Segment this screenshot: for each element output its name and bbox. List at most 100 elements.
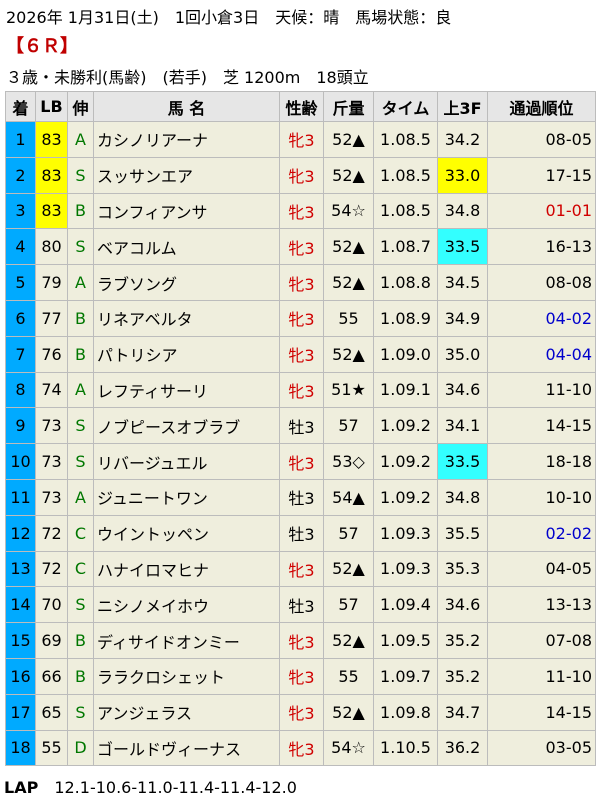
grade-cell: S <box>67 443 94 480</box>
time-cell: 1.09.8 <box>373 693 438 731</box>
grade-cell: C <box>67 514 94 552</box>
grade-cell: B <box>67 192 94 230</box>
horse-name-cell: スッサンエア <box>93 156 280 194</box>
sex-age-cell: 牝3 <box>279 192 324 230</box>
grade-cell: B <box>67 622 94 659</box>
grade-cell: S <box>67 156 94 194</box>
table-row: 12 72 C ウイントッペン 牡3 57 1.09.3 35.5 02-02 <box>5 514 596 552</box>
last3f-cell: 36.2 <box>437 729 488 767</box>
passing-order-cell: 04-04 <box>487 335 596 373</box>
lb-cell: 65 <box>35 693 68 731</box>
passing-order-cell: 08-08 <box>487 264 596 301</box>
passing-order-cell: 03-05 <box>487 729 596 767</box>
weight-cell: 52▲ <box>323 121 374 158</box>
time-cell: 1.09.2 <box>373 478 438 516</box>
grade-cell: B <box>67 335 94 373</box>
lb-cell: 83 <box>35 121 68 158</box>
time-cell: 1.09.0 <box>373 335 438 373</box>
table-row: 1 83 A カシノリアーナ 牝3 52▲ 1.08.5 34.2 08-05 <box>5 121 596 158</box>
col-header-passing-order: 通過順位 <box>487 91 596 122</box>
weight-cell: 54▲ <box>323 478 374 516</box>
weight-cell: 52▲ <box>323 550 374 588</box>
grade-cell: A <box>67 371 94 409</box>
horse-name-cell: ゴールドヴィーナス <box>93 729 280 767</box>
table-row: 14 70 S ニシノメイホウ 牡3 57 1.09.4 34.6 13-13 <box>5 586 596 624</box>
rank-cell: 2 <box>5 156 36 194</box>
last3f-cell: 34.7 <box>437 693 488 731</box>
lb-cell: 72 <box>35 514 68 552</box>
last3f-cell: 34.1 <box>437 407 488 445</box>
passing-order-cell: 14-15 <box>487 407 596 445</box>
rank-cell: 9 <box>5 407 36 445</box>
last3f-cell: 34.5 <box>437 264 488 301</box>
last3f-cell: 35.5 <box>437 514 488 552</box>
weight-cell: 57 <box>323 514 374 552</box>
lb-cell: 72 <box>35 550 68 588</box>
lb-cell: 73 <box>35 478 68 516</box>
col-header-horse-name: 馬 名 <box>93 91 280 122</box>
horse-name-cell: ハナイロマヒナ <box>93 550 280 588</box>
col-header-lb: LB <box>35 91 68 122</box>
passing-order-cell: 14-15 <box>487 693 596 731</box>
horse-name-cell: ジュニートワン <box>93 478 280 516</box>
horse-name-cell: ウイントッペン <box>93 514 280 552</box>
table-row: 2 83 S スッサンエア 牝3 52▲ 1.08.5 33.0 17-15 <box>5 156 596 194</box>
rank-cell: 10 <box>5 443 36 480</box>
last3f-cell: 33.0 <box>437 156 488 194</box>
weight-cell: 55 <box>323 657 374 695</box>
time-cell: 1.08.5 <box>373 156 438 194</box>
lap-label: LAP <box>4 778 39 797</box>
time-cell: 1.08.9 <box>373 299 438 337</box>
weight-cell: 52▲ <box>323 156 374 194</box>
rank-cell: 18 <box>5 729 36 767</box>
last3f-cell: 33.5 <box>437 228 488 266</box>
table-row: 10 73 S リバージュエル 牝3 53◇ 1.09.2 33.5 18-18 <box>5 443 596 480</box>
weight-cell: 51★ <box>323 371 374 409</box>
sex-age-cell: 牝3 <box>279 729 324 767</box>
time-cell: 1.09.2 <box>373 407 438 445</box>
sex-age-cell: 牝3 <box>279 657 324 695</box>
sex-age-cell: 牝3 <box>279 264 324 301</box>
grade-cell: D <box>67 729 94 767</box>
race-number: 【６Ｒ】 <box>6 36 78 57</box>
rank-cell: 14 <box>5 586 36 624</box>
sex-age-cell: 牝3 <box>279 121 324 158</box>
rank-cell: 4 <box>5 228 36 266</box>
horse-name-cell: ベアコルム <box>93 228 280 266</box>
lb-cell: 83 <box>35 192 68 230</box>
lb-cell: 55 <box>35 729 68 767</box>
horse-name-cell: カシノリアーナ <box>93 121 280 158</box>
passing-order-cell: 10-10 <box>487 478 596 516</box>
rank-cell: 11 <box>5 478 36 516</box>
horse-name-cell: リネアベルタ <box>93 299 280 337</box>
sex-age-cell: 牝3 <box>279 550 324 588</box>
table-row: 3 83 B コンフィアンサ 牝3 54☆ 1.08.5 34.8 01-01 <box>5 192 596 230</box>
last3f-cell: 35.0 <box>437 335 488 373</box>
table-row: 13 72 C ハナイロマヒナ 牝3 52▲ 1.09.3 35.3 04-05 <box>5 550 596 588</box>
time-cell: 1.08.5 <box>373 121 438 158</box>
rank-cell: 12 <box>5 514 36 552</box>
passing-order-cell: 11-10 <box>487 657 596 695</box>
passing-order-cell: 16-13 <box>487 228 596 266</box>
lb-cell: 70 <box>35 586 68 624</box>
lb-cell: 79 <box>35 264 68 301</box>
horse-name-cell: レフティサーリ <box>93 371 280 409</box>
lb-cell: 76 <box>35 335 68 373</box>
passing-order-cell: 17-15 <box>487 156 596 194</box>
col-header-last3f: 上3F <box>437 91 488 122</box>
time-cell: 1.10.5 <box>373 729 438 767</box>
last3f-cell: 34.9 <box>437 299 488 337</box>
lap-times: LAP 12.1-10.6-11.0-11.4-11.4-12.0 <box>4 778 297 797</box>
time-cell: 1.09.7 <box>373 657 438 695</box>
passing-order-cell: 07-08 <box>487 622 596 659</box>
grade-cell: A <box>67 264 94 301</box>
col-header-weight: 斤量 <box>323 91 374 122</box>
passing-order-cell: 04-02 <box>487 299 596 337</box>
lb-cell: 77 <box>35 299 68 337</box>
table-row: 17 65 S アンジェラス 牝3 52▲ 1.09.8 34.7 14-15 <box>5 693 596 731</box>
table-row: 11 73 A ジュニートワン 牡3 54▲ 1.09.2 34.8 10-10 <box>5 478 596 516</box>
grade-cell: S <box>67 586 94 624</box>
weight-cell: 52▲ <box>323 693 374 731</box>
sex-age-cell: 牝3 <box>279 371 324 409</box>
time-cell: 1.08.7 <box>373 228 438 266</box>
